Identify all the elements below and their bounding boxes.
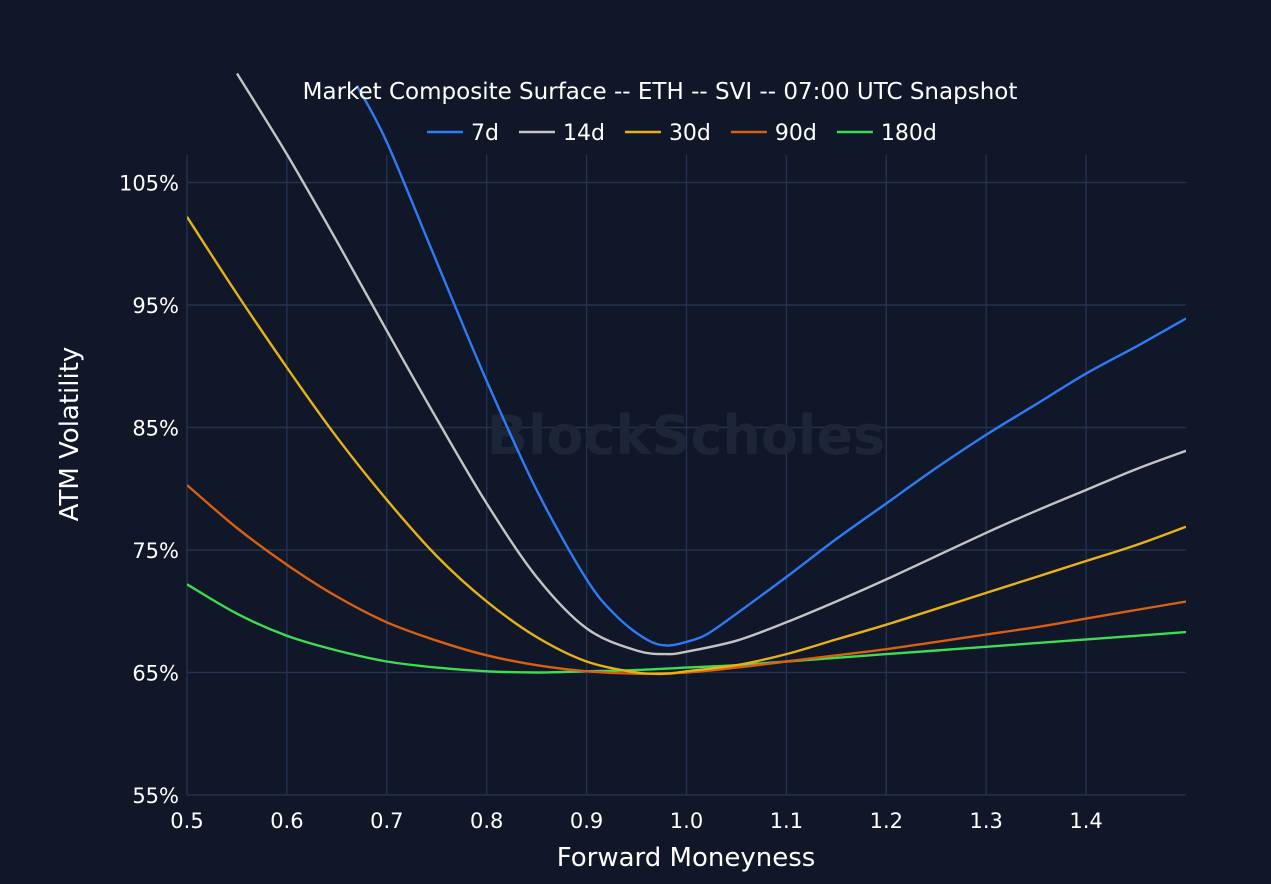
series-line-180d (187, 583, 1186, 674)
x-tick-label: 0.8 (470, 809, 503, 833)
x-tick-label: 1.4 (1069, 809, 1102, 833)
legend-item-7d[interactable]: 7d (427, 121, 499, 146)
legend[interactable]: 7d 14d 30d 90d 180d (427, 121, 937, 146)
x-tick-label: 1.0 (670, 809, 703, 833)
y-tick-label: 85% (132, 417, 179, 441)
x-tick-label: 1.1 (770, 809, 803, 833)
legend-label: 90d (775, 121, 817, 146)
y-tick-label: 75% (132, 539, 179, 563)
x-tick-label: 0.5 (170, 809, 203, 833)
x-axis-title: Forward Moneyness (557, 843, 816, 873)
legend-item-180d[interactable]: 180d (836, 121, 937, 146)
legend-label: 180d (881, 121, 937, 146)
chart-title: Market Composite Surface -- ETH -- SVI -… (303, 79, 1018, 105)
x-tick-label: 1.3 (969, 809, 1002, 833)
y-axis-ticks: 55% 65% 75% 85% 95% 105% (119, 172, 179, 809)
x-tick-label: 0.7 (370, 809, 403, 833)
x-tick-label: 0.9 (570, 809, 603, 833)
y-tick-label: 65% (132, 662, 179, 686)
series-line-7d (355, 85, 1186, 647)
legend-label: 14d (563, 121, 605, 146)
series-line-14d (235, 72, 1186, 656)
y-tick-label: 55% (132, 784, 179, 808)
legend-label: 7d (471, 121, 499, 146)
y-tick-label: 95% (132, 294, 179, 318)
x-tick-label: 1.2 (870, 809, 903, 833)
series-line-30d (187, 216, 1186, 676)
legend-label: 30d (669, 121, 711, 146)
gridlines (186, 155, 1186, 796)
legend-item-30d[interactable]: 30d (624, 121, 711, 146)
x-axis-ticks: 0.5 0.6 0.7 0.8 0.9 1.0 1.1 1.2 1.3 1.4 (170, 809, 1103, 833)
y-tick-label: 105% (119, 172, 179, 196)
legend-item-90d[interactable]: 90d (730, 121, 817, 146)
y-axis-title: ATM Volatility (55, 347, 85, 522)
series-lines (187, 72, 1186, 676)
x-tick-label: 0.6 (270, 809, 303, 833)
legend-item-14d[interactable]: 14d (518, 121, 605, 146)
watermark: BlockScholes (487, 404, 885, 467)
